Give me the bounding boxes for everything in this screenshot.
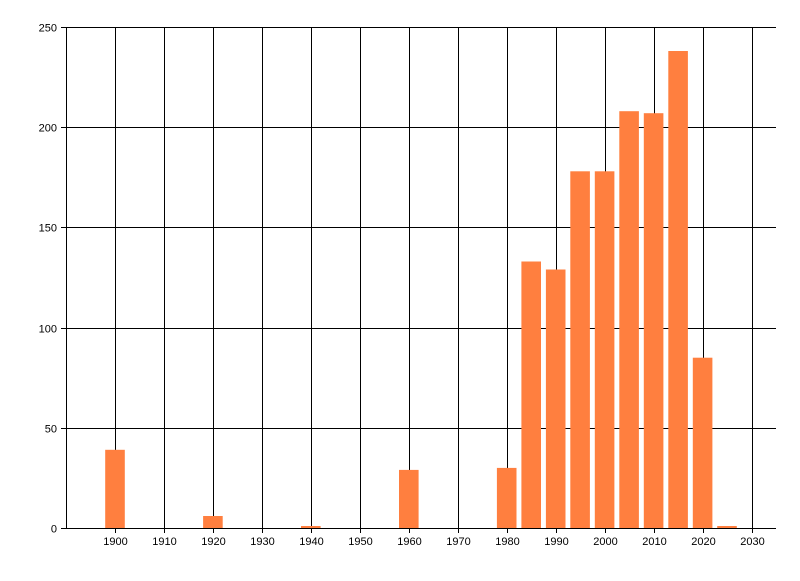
- x-tick-label: 1960: [397, 536, 421, 548]
- x-tick-label: 1940: [299, 536, 323, 548]
- bar: [668, 51, 688, 528]
- y-tick-label: 150: [39, 223, 57, 235]
- x-tick-label: 1910: [152, 536, 176, 548]
- bar: [203, 516, 223, 528]
- bar: [619, 111, 639, 528]
- x-tick-label: 2030: [740, 536, 764, 548]
- bar: [105, 449, 125, 528]
- bar: [643, 113, 664, 528]
- x-tick-label: 1920: [201, 536, 225, 548]
- bar: [594, 171, 615, 529]
- bar: [301, 526, 321, 528]
- x-tick-label: 1900: [103, 536, 127, 548]
- bar: [399, 469, 419, 528]
- x-tick-label: 2020: [691, 536, 715, 548]
- y-tick-label: 200: [39, 123, 57, 135]
- bars-layer: [105, 51, 737, 529]
- x-tick-label: 1970: [446, 536, 470, 548]
- grid-layer: [66, 27, 776, 529]
- axes-layer: [61, 27, 776, 533]
- x-tick-label: 2000: [593, 536, 617, 548]
- bar: [521, 261, 541, 528]
- bar: [570, 171, 590, 529]
- y-tick-label: 250: [39, 23, 57, 35]
- x-tick-label: 1980: [495, 536, 519, 548]
- ticks-layer: 1900 1910 1920 1930 1940 1950 1960 1970 1980 1990…: [39, 23, 765, 549]
- x-tick-label: 2010: [642, 536, 666, 548]
- x-tick-label: 1990: [544, 536, 568, 548]
- x-tick-label: 1930: [250, 536, 274, 548]
- bar: [496, 467, 517, 528]
- y-tick-label: 0: [51, 524, 57, 536]
- bar: [545, 269, 566, 528]
- y-tick-label: 100: [39, 324, 57, 336]
- x-tick-label: 1950: [348, 536, 372, 548]
- y-tick-label: 50: [45, 424, 57, 436]
- bar: [717, 526, 737, 528]
- bar: [692, 357, 713, 528]
